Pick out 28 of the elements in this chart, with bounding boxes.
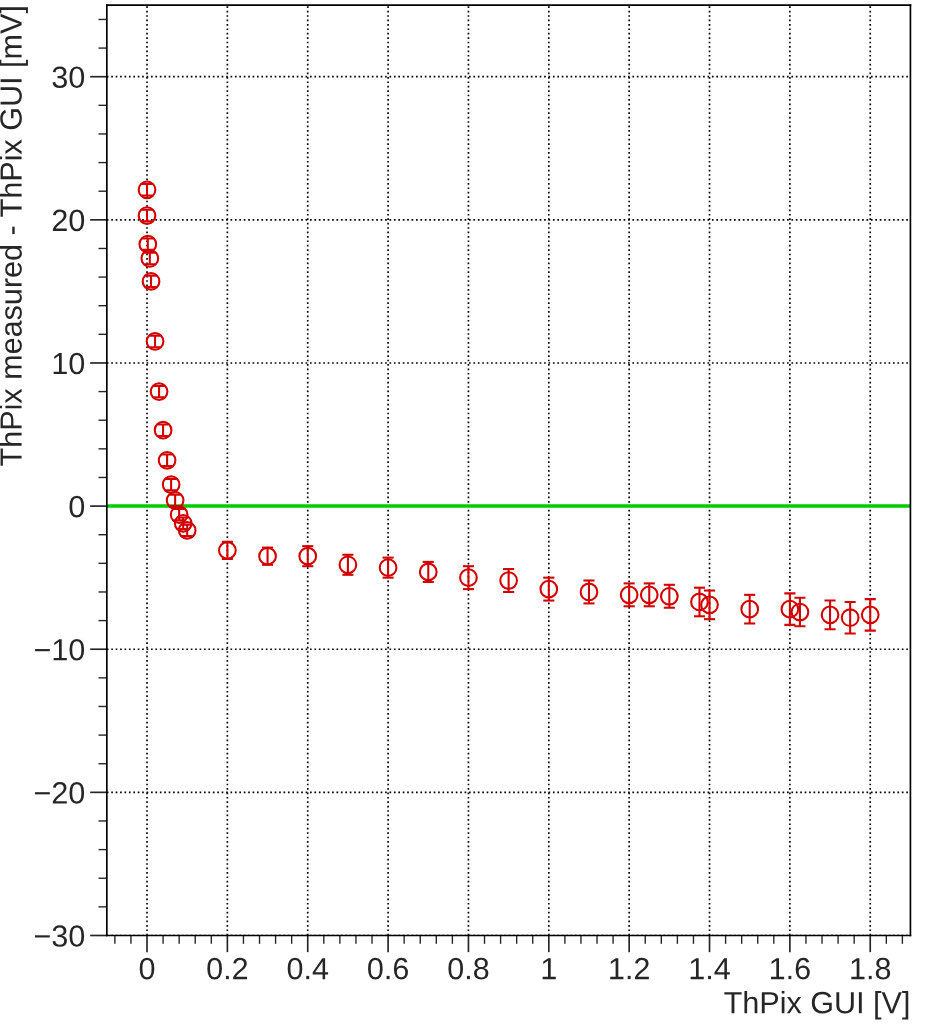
y-tick-label: −30 (34, 925, 85, 947)
point (840, 608, 860, 628)
x-tick-label: 1 (542, 958, 556, 980)
x-tick-label: 0 (139, 957, 155, 980)
x-tick-label: 1.2 (610, 957, 649, 980)
x-tick-label: 0.4 (287, 957, 329, 980)
point (499, 571, 518, 590)
point (700, 595, 719, 615)
point (790, 602, 810, 622)
point (740, 599, 760, 619)
x-tick-label: 0.6 (368, 957, 408, 980)
x-tick-label: 1.4 (690, 958, 730, 980)
point (690, 592, 709, 612)
y-tick-label: 10 (53, 352, 85, 375)
y-tick-label: −10 (34, 638, 85, 661)
point (860, 605, 880, 625)
x-axis-title: ThPix GUI [V] (724, 991, 909, 1020)
y-tick-label: 0 (69, 495, 85, 518)
y-tick-label: 30 (52, 66, 85, 89)
x-tick-label: 0.2 (207, 957, 248, 980)
x-tick-label: 0.8 (448, 957, 489, 980)
point (780, 599, 800, 619)
x-tick-label: 1.8 (851, 957, 891, 980)
y-tick-label: 20 (52, 209, 85, 232)
point (820, 605, 840, 625)
y-tick-label: −20 (34, 782, 85, 804)
y-axis-title: ThPix measured - ThPix GUI [mV] (0, 7, 28, 466)
x-tick-label: 1.6 (770, 957, 810, 980)
